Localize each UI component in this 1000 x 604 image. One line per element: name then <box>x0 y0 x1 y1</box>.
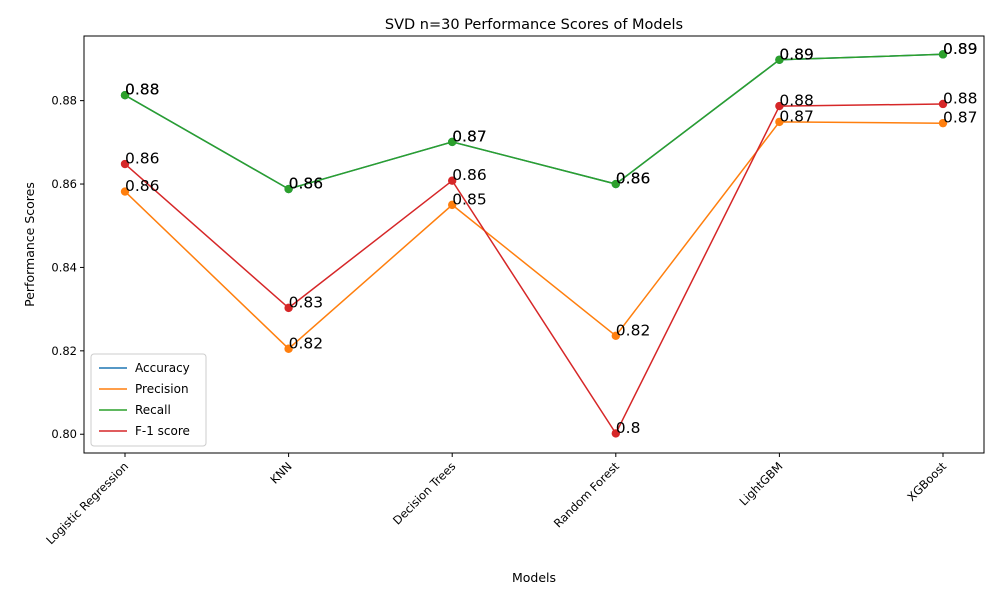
series-point <box>448 137 457 147</box>
plot-area: 0.88 0.86 0.87 0.86 0.89 0.89 0.86 0.82 0.85 0.82… <box>120 40 978 438</box>
data-label: 0.86 <box>616 170 651 188</box>
series-point <box>120 159 130 169</box>
data-label: 0.88 <box>943 89 978 107</box>
data-label: 0.86 <box>616 170 651 188</box>
series-point <box>284 303 293 313</box>
legend-label: Precision <box>135 382 189 396</box>
data-label: 0.83 <box>289 293 324 311</box>
y-axis-label: Performance Scores <box>22 182 37 307</box>
x-tick-label: Random Forest <box>551 459 622 530</box>
x-tick-label: Logistic Regression <box>43 459 131 547</box>
series-point <box>611 429 620 438</box>
data-label: 0.87 <box>779 107 814 125</box>
series-point <box>611 179 620 189</box>
x-tick-label: LightGBM <box>736 459 785 508</box>
series-point <box>120 187 130 196</box>
series-point <box>938 50 948 59</box>
x-tick-label: KNN <box>267 459 294 486</box>
data-label: 0.89 <box>779 45 814 63</box>
data-label: 0.88 <box>125 81 160 99</box>
y-tick-label: 0.86 <box>51 177 77 191</box>
data-label: 0.87 <box>943 109 978 127</box>
legend: Accuracy Precision Recall F-1 score <box>90 353 207 447</box>
series-point <box>448 200 457 210</box>
series-point <box>938 118 948 128</box>
data-label: 0.82 <box>616 321 651 339</box>
legend-label: F-1 score <box>135 424 190 438</box>
data-label: 0.86 <box>289 175 324 193</box>
data-label: 0.88 <box>779 92 814 110</box>
series-point <box>284 344 293 353</box>
series-line <box>124 103 944 435</box>
y-tick-label: 0.88 <box>51 94 77 108</box>
data-label: 0.87 <box>452 127 487 145</box>
data-label: 0.85 <box>452 190 487 208</box>
series-point <box>775 117 784 127</box>
axes-frame <box>83 35 985 454</box>
x-axis: Logistic Regression KNN Decision Trees Rand… <box>43 453 949 547</box>
series-line <box>124 53 944 190</box>
data-label: 0.89 <box>779 45 814 63</box>
data-label: 0.86 <box>452 166 487 184</box>
y-axis: 0.80 0.82 0.84 0.86 0.88 <box>51 94 84 441</box>
data-label: 0.86 <box>125 150 160 168</box>
data-label: 0.89 <box>943 40 978 58</box>
legend-box <box>90 353 207 447</box>
chart-title: SVD n=30 Performance Scores of Models <box>385 17 683 33</box>
series-point <box>775 55 784 64</box>
x-tick-label: XGBoost <box>904 459 949 504</box>
data-label: 0.8 <box>616 419 641 437</box>
series-line <box>124 121 944 350</box>
data-label: 0.82 <box>289 334 324 352</box>
data-label: 0.89 <box>943 40 978 58</box>
data-label: 0.86 <box>125 177 160 195</box>
series-point <box>448 176 457 185</box>
y-tick-label: 0.80 <box>51 427 77 441</box>
data-label: 0.86 <box>289 175 324 193</box>
series-point <box>284 184 293 194</box>
legend-label: Accuracy <box>135 361 190 375</box>
data-label: 0.88 <box>125 81 160 99</box>
data-label: 0.87 <box>452 127 487 145</box>
y-tick-label: 0.82 <box>51 344 77 358</box>
legend-label: Recall <box>135 403 171 417</box>
series-point <box>120 91 130 100</box>
series-point <box>611 331 620 341</box>
x-axis-label: Models <box>512 570 556 585</box>
series-point <box>775 101 784 111</box>
series-point <box>938 99 948 109</box>
y-tick-label: 0.84 <box>51 260 77 274</box>
x-tick-label: Decision Trees <box>390 459 458 527</box>
